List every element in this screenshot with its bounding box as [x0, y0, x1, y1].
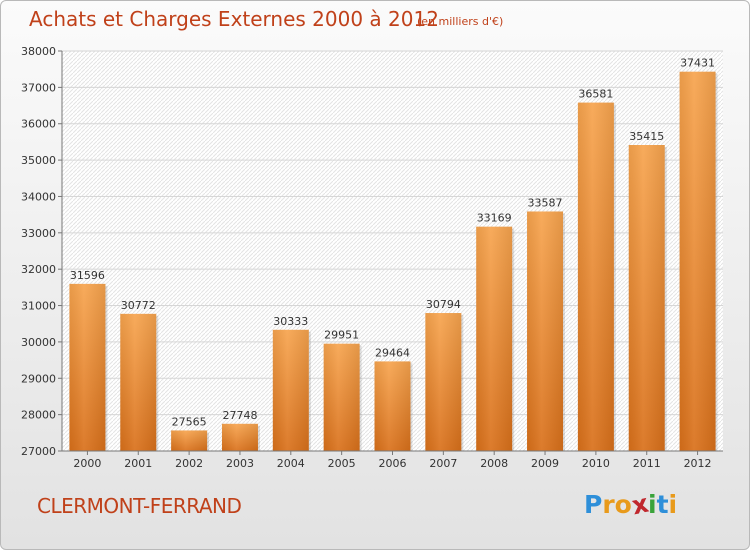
data-label: 30333	[273, 315, 308, 328]
data-label: 35415	[629, 130, 664, 143]
data-label: 27565	[172, 415, 207, 428]
bar-sheen	[680, 72, 716, 451]
data-label: 30772	[121, 299, 156, 312]
y-tick-label: 33000	[21, 227, 56, 240]
y-tick-label: 34000	[21, 190, 56, 203]
data-label: 33169	[477, 212, 512, 225]
x-tick-label: 2006	[379, 457, 407, 470]
data-label: 27748	[222, 409, 257, 422]
bar-sheen	[69, 284, 105, 451]
x-tick-label: 2004	[277, 457, 305, 470]
y-tick-label: 37000	[21, 81, 56, 94]
y-tick-label: 30000	[21, 336, 56, 349]
bar-sheen	[476, 227, 512, 451]
y-tick-label: 38000	[21, 45, 56, 58]
x-axis-labels: 2000 2001 2002 2003 2004 2005 2006 2007 2008 2009…	[73, 457, 711, 470]
y-tick-label: 35000	[21, 154, 56, 167]
data-label: 29464	[375, 346, 410, 359]
x-tick-label: 2010	[582, 457, 610, 470]
city-name: CLERMONT-FERRAND	[37, 494, 241, 518]
bar-sheen	[527, 211, 563, 451]
chart-frame: Achats et Charges Externes 2000 à 2012 (…	[0, 0, 750, 550]
x-tick-label: 2009	[531, 457, 559, 470]
y-tick-label: 28000	[21, 409, 56, 422]
x-tick-label: 2005	[328, 457, 356, 470]
y-tick-label: 31000	[21, 300, 56, 313]
x-tick-label: 2003	[226, 457, 254, 470]
x-tick-label: 2011	[633, 457, 661, 470]
bar-sheen	[578, 103, 614, 451]
y-tick-label: 32000	[21, 263, 56, 276]
bar-sheen	[273, 330, 309, 451]
y-tick-label: 29000	[21, 372, 56, 385]
x-tick-label: 2002	[175, 457, 203, 470]
y-axis-labels: 27000 28000 29000 30000 31000 32000 33000 34000…	[21, 45, 56, 458]
x-tick-label: 2012	[684, 457, 712, 470]
logo-letter: r	[602, 490, 614, 519]
x-tick-label: 2001	[124, 457, 152, 470]
logo-letter: i	[669, 490, 678, 519]
bar-sheen	[120, 314, 156, 451]
bar-sheen	[629, 145, 665, 451]
bar-sheen	[222, 424, 258, 451]
x-tick-label: 2008	[480, 457, 508, 470]
logo-letter: P	[584, 490, 602, 519]
bar-chart: 27000 28000 29000 30000 31000 32000 33000 34000…	[1, 1, 749, 481]
bar-sheen	[324, 344, 360, 451]
x-tick-label: 2000	[73, 457, 101, 470]
data-label: 31596	[70, 269, 105, 282]
proxiti-logo: Proxiti	[584, 490, 677, 519]
data-label: 36581	[578, 88, 613, 101]
data-label: 30794	[426, 298, 461, 311]
y-tick-label: 36000	[21, 118, 56, 131]
data-label: 29951	[324, 329, 359, 342]
data-label: 33587	[528, 196, 563, 209]
logo-letter: t	[657, 490, 669, 519]
data-label: 37431	[680, 57, 715, 70]
bar-sheen	[375, 361, 411, 451]
x-tick-label: 2007	[429, 457, 457, 470]
bar-sheen	[171, 430, 207, 451]
y-tick-label: 27000	[21, 445, 56, 458]
bar-sheen	[425, 313, 461, 451]
